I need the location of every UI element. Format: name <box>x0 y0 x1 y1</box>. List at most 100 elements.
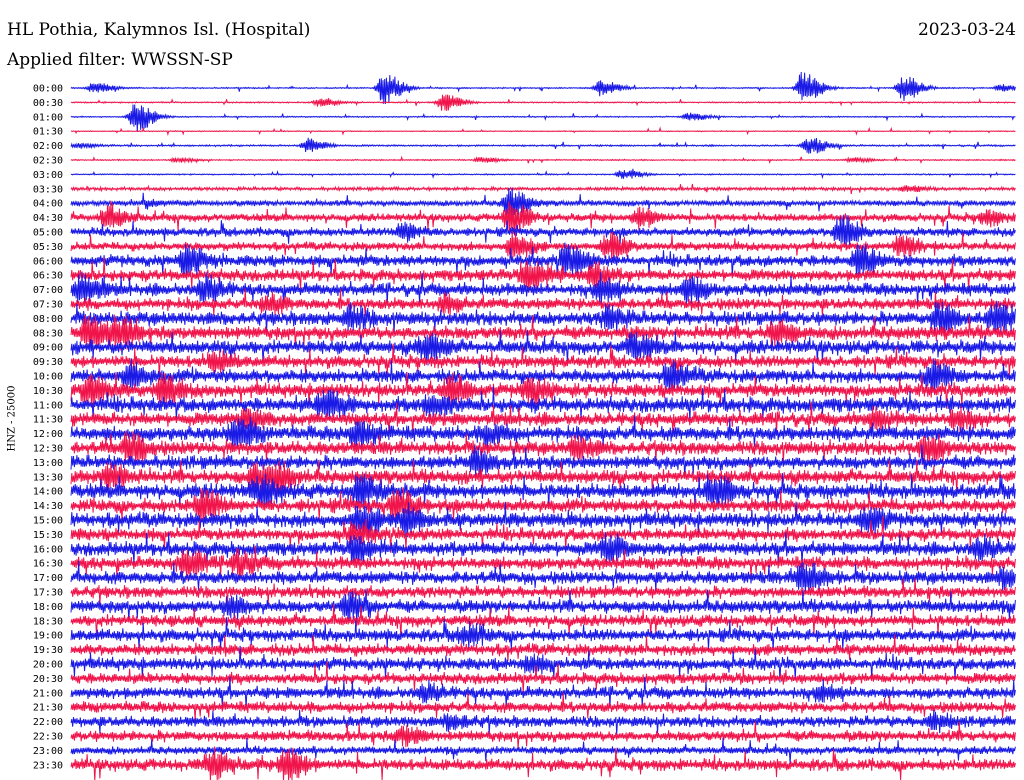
time-label: 20:30 <box>33 674 63 685</box>
time-label: 01:30 <box>33 127 63 138</box>
seismic-trace <box>70 168 1016 180</box>
trace-row-2230: 22:30 <box>33 721 1016 750</box>
trace-row-2030: 20:30 <box>33 661 1016 694</box>
trace-row-1300: 13:00 <box>33 444 1016 479</box>
trace-row-1700: 17:00 <box>33 560 1016 595</box>
seismic-trace <box>70 343 1016 379</box>
trace-row-0300: 03:00 <box>33 168 1016 181</box>
seismic-trace <box>70 94 1016 111</box>
time-label: 03:00 <box>33 170 63 181</box>
time-label: 17:00 <box>33 573 63 584</box>
trace-row-0400: 04:00 <box>33 187 1016 220</box>
seismic-trace <box>70 242 1016 280</box>
seismic-trace <box>70 661 1016 694</box>
seismic-trace <box>70 578 1016 606</box>
time-label: 12:00 <box>33 429 63 440</box>
time-label: 18:00 <box>33 602 63 613</box>
time-label: 00:30 <box>33 98 63 109</box>
trace-row-0900: 09:00 <box>33 330 1016 366</box>
time-label: 02:30 <box>33 156 63 167</box>
time-label: 20:00 <box>33 660 63 671</box>
time-label: 10:30 <box>33 386 63 397</box>
time-label: 18:30 <box>33 616 63 627</box>
trace-row-0100: 01:00 <box>33 104 1016 132</box>
seismic-trace <box>70 155 1016 164</box>
seismic-trace <box>70 746 1016 780</box>
time-label: 23:00 <box>33 746 63 757</box>
seismic-trace <box>70 126 1016 137</box>
trace-row-1100: 11:00 <box>33 386 1016 422</box>
time-label: 07:00 <box>33 285 63 296</box>
seismic-trace <box>70 430 1016 466</box>
trace-row-1530: 15:30 <box>33 516 1016 553</box>
seismic-trace <box>70 183 1016 194</box>
trace-row-1030: 10:30 <box>33 372 1016 409</box>
time-label: 04:30 <box>33 213 63 224</box>
seismic-trace <box>70 588 1016 625</box>
time-label: 13:30 <box>33 472 63 483</box>
trace-row-1130: 11:30 <box>33 401 1016 436</box>
trace-row-1000: 10:00 <box>33 358 1016 394</box>
seismic-trace <box>70 401 1016 436</box>
seismic-trace <box>70 358 1016 394</box>
trace-row-0500: 05:00 <box>33 214 1016 248</box>
trace-row-0230: 02:30 <box>33 156 1016 167</box>
seismic-trace <box>70 617 1016 651</box>
trace-row-1630: 16:30 <box>33 545 1016 581</box>
time-label: 08:30 <box>33 328 63 339</box>
time-label: 17:30 <box>33 588 63 599</box>
seismic-trace <box>70 737 1016 764</box>
time-label: 14:30 <box>33 501 63 512</box>
trace-row-1430: 14:30 <box>33 487 1016 524</box>
seismic-trace <box>70 230 1016 260</box>
trace-row-1900: 19:00 <box>33 617 1016 651</box>
trace-row-1930: 19:30 <box>33 634 1016 662</box>
time-label: 07:30 <box>33 300 63 311</box>
time-label: 09:30 <box>33 357 63 368</box>
trace-row-1500: 15:00 <box>33 501 1016 539</box>
seismic-trace <box>70 501 1016 539</box>
seismic-trace <box>70 214 1016 248</box>
trace-row-0730: 07:30 <box>33 288 1016 317</box>
seismic-trace <box>70 187 1016 220</box>
trace-row-1400: 14:00 <box>33 473 1016 510</box>
seismic-trace <box>70 200 1016 236</box>
trace-row-0600: 06:00 <box>33 242 1016 280</box>
trace-row-1830: 18:30 <box>33 603 1016 639</box>
seismic-trace <box>70 676 1016 709</box>
time-label: 04:00 <box>33 199 63 210</box>
trace-row-0030: 00:30 <box>33 94 1016 111</box>
time-label: 23:30 <box>33 760 63 771</box>
seismic-trace <box>70 487 1016 524</box>
trace-row-1600: 16:00 <box>33 532 1016 567</box>
time-label: 09:00 <box>33 343 63 354</box>
trace-row-0630: 06:30 <box>33 257 1016 293</box>
seismic-trace <box>70 300 1016 336</box>
seismic-trace <box>70 721 1016 750</box>
seismic-trace <box>70 314 1016 351</box>
trace-row-1730: 17:30 <box>33 578 1016 606</box>
seismic-trace <box>70 645 1016 683</box>
time-label: 08:00 <box>33 314 63 325</box>
trace-row-2330: 23:30 <box>33 746 1016 780</box>
seismic-trace <box>70 459 1016 495</box>
time-label: 12:30 <box>33 444 63 455</box>
seismic-trace <box>70 372 1016 409</box>
time-label: 06:00 <box>33 256 63 267</box>
trace-row-0200: 02:00 <box>33 137 1016 154</box>
seismic-trace <box>70 634 1016 662</box>
time-label: 10:00 <box>33 372 63 383</box>
trace-row-1230: 12:30 <box>33 430 1016 466</box>
time-label: 11:30 <box>33 415 63 426</box>
time-label: 16:00 <box>33 544 63 555</box>
seismic-trace <box>70 415 1016 452</box>
seismic-trace <box>70 330 1016 366</box>
trace-row-2300: 23:00 <box>33 737 1016 764</box>
trace-row-0000: 00:00 <box>33 71 1016 105</box>
station-title: HL Pothia, Kalymnos Isl. (Hospital) <box>7 20 311 40</box>
seismic-trace <box>70 288 1016 317</box>
time-label: 14:00 <box>33 487 63 498</box>
time-label: 13:00 <box>33 458 63 469</box>
